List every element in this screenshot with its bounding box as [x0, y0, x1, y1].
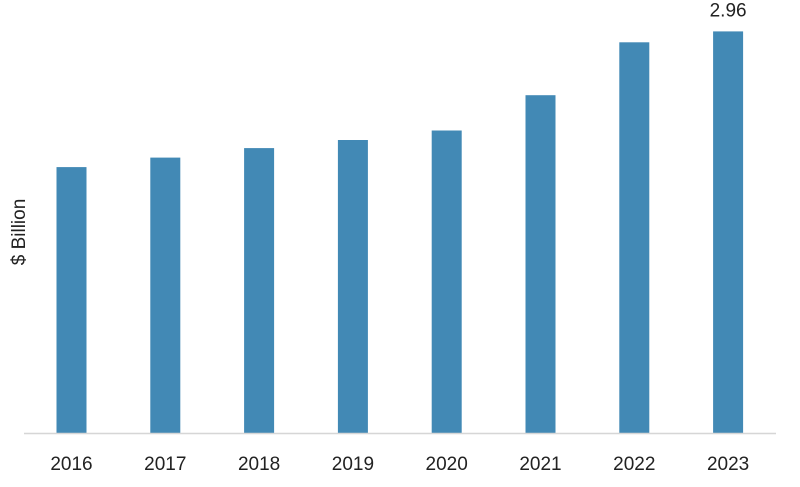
bar-2016: [56, 167, 87, 433]
x-tick-label-2022: 2022: [613, 454, 655, 475]
x-tick-label-2023: 2023: [707, 454, 749, 475]
bar-2021: [525, 95, 556, 433]
data-label-2023: 2.96: [710, 0, 747, 21]
bar-2019: [337, 140, 368, 433]
x-tick-label-2017: 2017: [144, 454, 186, 475]
bar-2018: [244, 148, 275, 433]
data-labels-layer: 2.96: [710, 0, 747, 21]
bar-2023: [713, 31, 744, 434]
bars-layer: [56, 31, 744, 434]
bar-2017: [150, 157, 181, 433]
x-tick-label-2019: 2019: [332, 454, 374, 475]
x-tick-label-2018: 2018: [238, 454, 280, 475]
x-tick-labels: 2016 2017 2018 2019 2020 2021 2022 2023: [50, 454, 749, 475]
bar-2022: [619, 42, 650, 434]
y-axis-title: $ Billion: [9, 199, 30, 266]
x-tick-label-2016: 2016: [50, 454, 92, 475]
x-tick-label-2020: 2020: [426, 454, 468, 475]
bar-2020: [431, 130, 462, 433]
x-tick-label-2021: 2021: [519, 454, 561, 475]
